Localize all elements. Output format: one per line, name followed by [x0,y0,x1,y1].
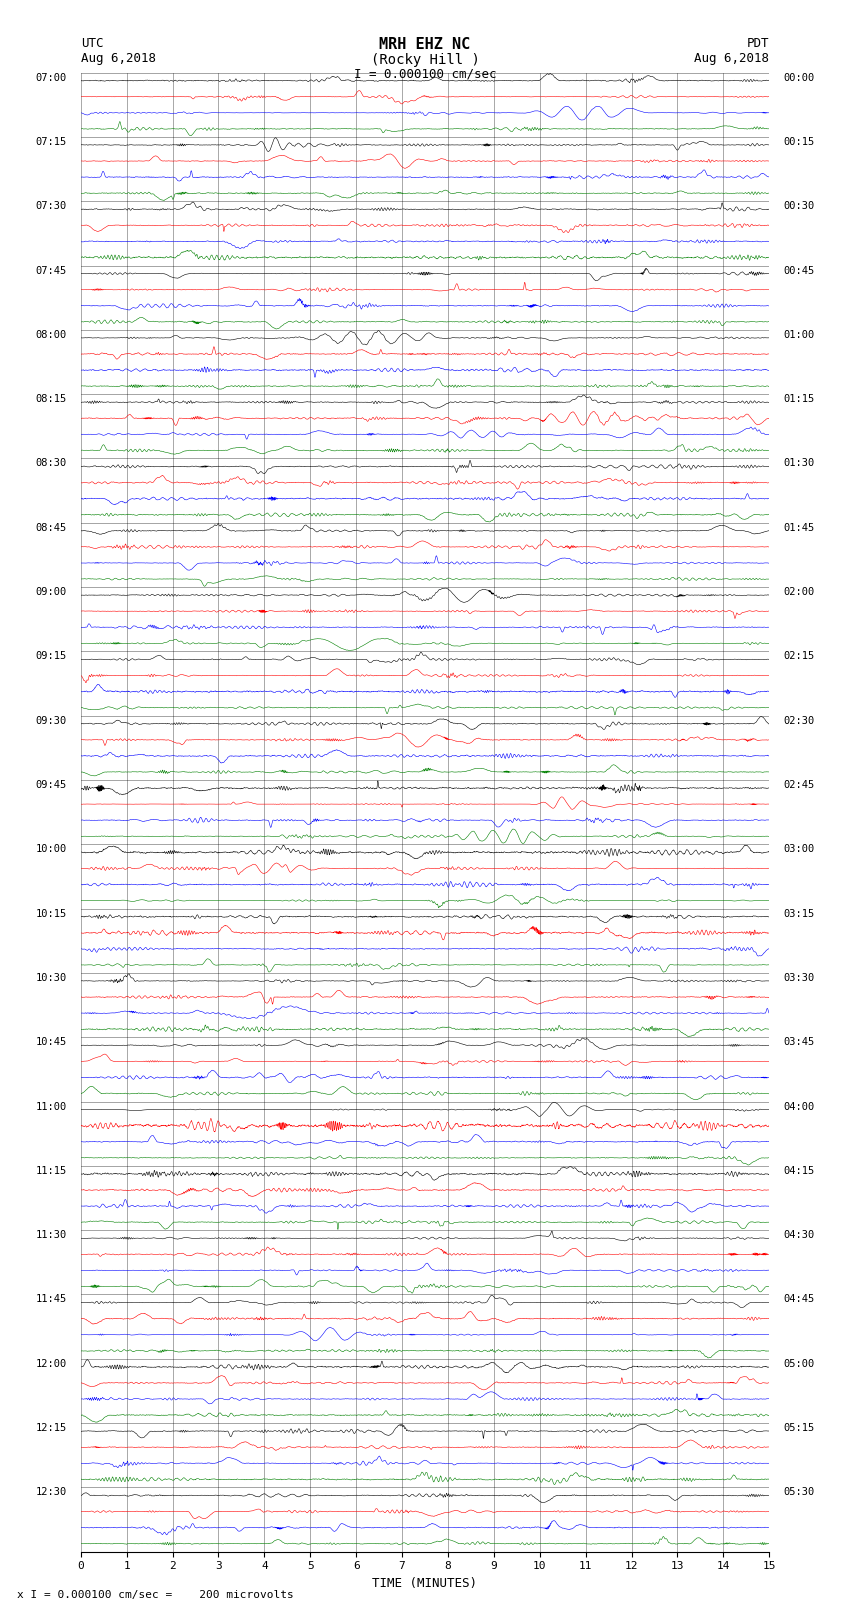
Text: MRH EHZ NC: MRH EHZ NC [379,37,471,52]
Text: 04:00: 04:00 [783,1102,814,1111]
Text: 01:30: 01:30 [783,458,814,468]
Text: I = 0.000100 cm/sec: I = 0.000100 cm/sec [354,68,496,81]
Text: 10:15: 10:15 [36,908,67,919]
Text: 02:15: 02:15 [783,652,814,661]
Text: 12:15: 12:15 [36,1423,67,1432]
Text: 12:30: 12:30 [36,1487,67,1497]
Text: 09:00: 09:00 [36,587,67,597]
Text: 03:30: 03:30 [783,973,814,982]
Text: 01:15: 01:15 [783,394,814,405]
Text: 12:00: 12:00 [36,1358,67,1369]
Text: (Rocky Hill ): (Rocky Hill ) [371,53,479,68]
Text: 09:30: 09:30 [36,716,67,726]
Text: 11:15: 11:15 [36,1166,67,1176]
Text: 08:15: 08:15 [36,394,67,405]
Text: 02:45: 02:45 [783,781,814,790]
Text: 00:15: 00:15 [783,137,814,147]
Text: 04:15: 04:15 [783,1166,814,1176]
Text: 10:30: 10:30 [36,973,67,982]
Text: 08:45: 08:45 [36,523,67,532]
Text: 09:45: 09:45 [36,781,67,790]
Text: 05:15: 05:15 [783,1423,814,1432]
Text: 08:30: 08:30 [36,458,67,468]
Text: 11:00: 11:00 [36,1102,67,1111]
Text: 09:15: 09:15 [36,652,67,661]
Text: 03:15: 03:15 [783,908,814,919]
Text: 11:30: 11:30 [36,1231,67,1240]
Text: 05:30: 05:30 [783,1487,814,1497]
Text: 00:45: 00:45 [783,266,814,276]
X-axis label: TIME (MINUTES): TIME (MINUTES) [372,1578,478,1590]
Text: 01:00: 01:00 [783,329,814,340]
Text: 10:00: 10:00 [36,844,67,855]
Text: 07:00: 07:00 [36,73,67,82]
Text: 00:30: 00:30 [783,202,814,211]
Text: 07:15: 07:15 [36,137,67,147]
Text: x I = 0.000100 cm/sec =    200 microvolts: x I = 0.000100 cm/sec = 200 microvolts [17,1590,294,1600]
Text: 08:00: 08:00 [36,329,67,340]
Text: 04:45: 04:45 [783,1295,814,1305]
Text: 07:45: 07:45 [36,266,67,276]
Text: 07:30: 07:30 [36,202,67,211]
Text: UTC: UTC [81,37,103,50]
Text: Aug 6,2018: Aug 6,2018 [694,52,769,65]
Text: 03:00: 03:00 [783,844,814,855]
Text: 02:30: 02:30 [783,716,814,726]
Text: 00:00: 00:00 [783,73,814,82]
Text: 02:00: 02:00 [783,587,814,597]
Text: 03:45: 03:45 [783,1037,814,1047]
Text: 05:00: 05:00 [783,1358,814,1369]
Text: 01:45: 01:45 [783,523,814,532]
Text: 11:45: 11:45 [36,1295,67,1305]
Text: 10:45: 10:45 [36,1037,67,1047]
Text: 04:30: 04:30 [783,1231,814,1240]
Text: PDT: PDT [747,37,769,50]
Text: Aug 6,2018: Aug 6,2018 [81,52,156,65]
